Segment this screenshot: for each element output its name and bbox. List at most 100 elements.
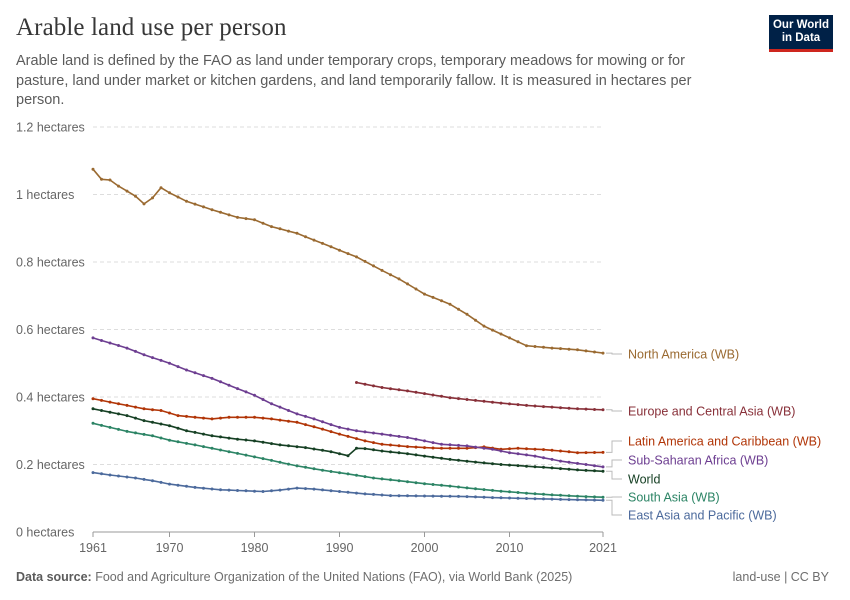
- series-end-label[interactable]: Sub-Saharan Africa (WB): [628, 454, 768, 468]
- data-point: [108, 410, 112, 414]
- data-point: [533, 497, 537, 501]
- series-end-label[interactable]: World: [628, 473, 660, 487]
- series-line[interactable]: [356, 381, 604, 411]
- data-point: [414, 287, 418, 291]
- data-point: [244, 438, 248, 442]
- data-point: [253, 393, 256, 397]
- data-point: [440, 299, 443, 303]
- data-point: [304, 487, 307, 491]
- data-point: [176, 195, 180, 199]
- data-point: [448, 446, 452, 450]
- label-connector: [606, 499, 622, 516]
- data-point: [134, 405, 137, 409]
- data-point: [584, 468, 588, 472]
- series-end-label[interactable]: East Asia and Pacific (WB): [628, 509, 777, 523]
- data-point: [372, 448, 375, 452]
- data-point: [363, 447, 367, 451]
- data-point: [465, 459, 469, 463]
- data-point: [423, 494, 426, 498]
- data-point: [516, 452, 520, 456]
- data-point: [363, 475, 367, 479]
- data-point: [448, 302, 452, 306]
- data-point: [346, 252, 350, 256]
- data-point: [380, 268, 384, 272]
- data-point: [363, 259, 367, 263]
- data-point: [117, 427, 120, 431]
- logo-line2: in Data: [781, 32, 821, 44]
- data-point: [287, 409, 290, 412]
- data-point: [261, 416, 265, 420]
- data-point: [304, 235, 307, 239]
- data-point: [355, 429, 358, 433]
- y-tick-label: 1.2 hectares: [16, 121, 85, 135]
- data-point: [380, 432, 384, 436]
- data-point: [516, 403, 520, 407]
- data-point: [567, 347, 571, 351]
- data-point: [278, 460, 282, 464]
- data-point: [346, 434, 350, 438]
- data-point: [499, 496, 503, 500]
- data-point: [389, 273, 392, 277]
- data-point: [414, 390, 418, 394]
- data-point: [499, 401, 503, 405]
- data-point: [108, 473, 112, 477]
- series-group: [91, 167, 605, 502]
- data-point: [389, 478, 392, 482]
- data-point: [414, 481, 418, 485]
- data-point: [525, 464, 528, 468]
- owid-logo[interactable]: Our World in Data: [769, 15, 833, 52]
- data-point: [219, 435, 222, 439]
- data-point: [414, 437, 418, 441]
- data-point: [176, 440, 180, 444]
- license-link[interactable]: land-use | CC BY: [732, 570, 829, 584]
- data-point: [176, 483, 180, 487]
- data-point: [355, 255, 358, 259]
- data-point: [601, 465, 605, 469]
- data-point: [508, 447, 511, 451]
- data-point: [236, 215, 239, 219]
- data-point: [525, 491, 528, 495]
- data-point: [372, 492, 375, 496]
- series-line[interactable]: [92, 168, 604, 354]
- data-point: [474, 445, 477, 449]
- series-end-label[interactable]: South Asia (WB): [628, 491, 720, 505]
- data-point: [567, 498, 571, 502]
- data-point: [363, 382, 367, 386]
- series-end-label[interactable]: Europe and Central Asia (WB): [628, 405, 795, 419]
- data-point: [431, 295, 435, 299]
- data-point: [542, 497, 545, 501]
- data-point: [261, 457, 265, 461]
- data-point: [567, 460, 571, 464]
- data-point: [100, 409, 103, 412]
- data-point: [363, 492, 367, 496]
- data-point: [542, 448, 545, 452]
- data-point: [219, 210, 222, 214]
- series-north-america-wb-: [91, 167, 605, 355]
- data-point: [482, 324, 486, 328]
- data-point: [185, 484, 188, 488]
- data-point: [508, 463, 511, 467]
- x-tick-label: 1990: [326, 541, 354, 555]
- series-line[interactable]: [92, 422, 604, 498]
- data-point: [244, 415, 248, 419]
- data-point: [151, 434, 154, 438]
- data-point: [559, 459, 562, 463]
- data-point: [584, 407, 588, 411]
- data-point: [397, 434, 401, 438]
- data-point: [499, 463, 503, 466]
- series-end-label[interactable]: Latin America and Caribbean (WB): [628, 435, 821, 449]
- data-point: [151, 479, 154, 483]
- data-point: [457, 494, 460, 498]
- data-point: [372, 441, 375, 445]
- data-point: [159, 186, 163, 190]
- data-point: [423, 392, 426, 396]
- series-end-label[interactable]: North America (WB): [628, 348, 739, 362]
- data-point: [406, 494, 409, 498]
- series-line[interactable]: [92, 471, 604, 502]
- data-point: [142, 432, 146, 436]
- data-point: [482, 495, 486, 499]
- label-connector: [606, 352, 622, 355]
- data-point: [278, 488, 282, 492]
- y-tick-label: 0.8 hectares: [16, 256, 85, 270]
